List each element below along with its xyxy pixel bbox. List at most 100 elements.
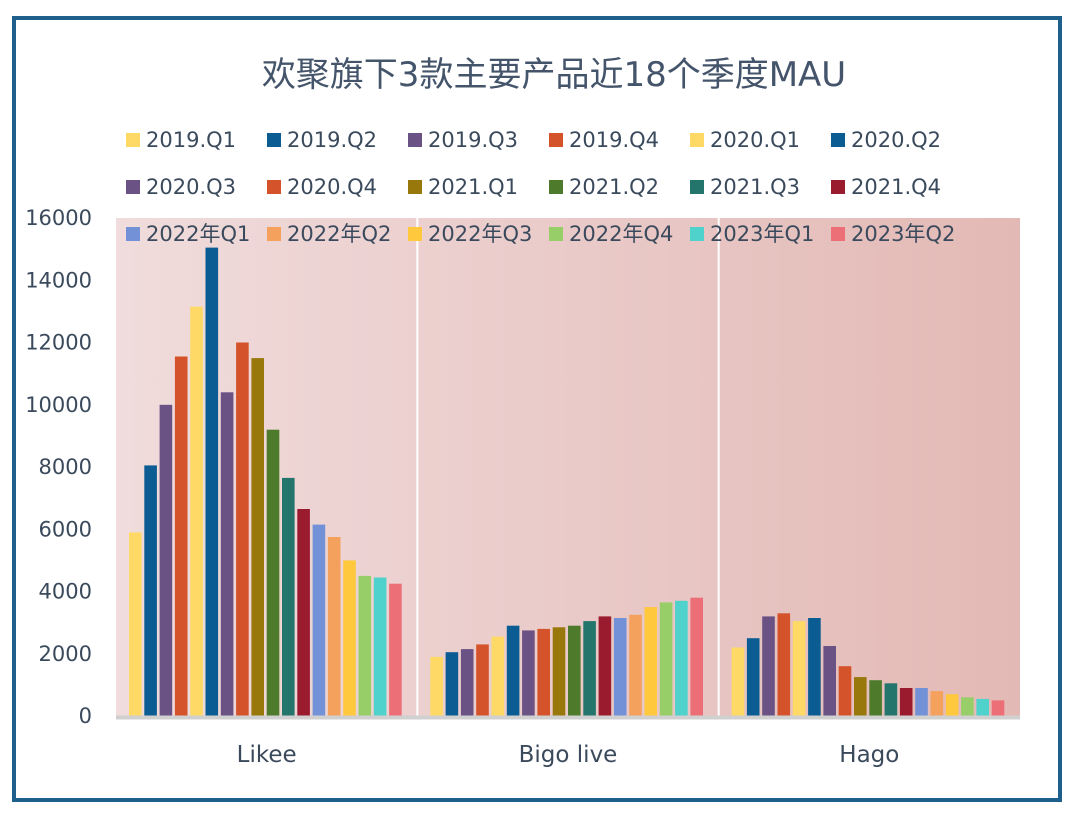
legend-swatch — [408, 133, 422, 147]
bar — [899, 688, 913, 716]
y-tick-label: 2000 — [39, 642, 92, 666]
bar — [327, 537, 341, 716]
legend-label: 2019.Q1 — [146, 128, 236, 152]
bar — [506, 625, 520, 716]
legend-swatch — [408, 180, 422, 194]
legend-label: 2021.Q4 — [851, 175, 941, 199]
chart-frame: 欢聚旗下3款主要产品近18个季度MAU 2019.Q1 2019.Q2 2019.Q… — [12, 16, 1062, 802]
x-tick-label: Likee — [237, 742, 297, 768]
y-tick-label: 0 — [79, 704, 92, 728]
bar — [869, 680, 882, 716]
bar — [312, 524, 326, 716]
bar — [746, 638, 760, 716]
bar — [251, 358, 264, 716]
legend-label: 2020.Q4 — [287, 175, 377, 199]
y-tick-label: 12000 — [25, 331, 92, 355]
bar — [174, 356, 188, 716]
bar — [731, 647, 745, 716]
bar — [445, 652, 459, 716]
legend-swatch — [126, 180, 140, 194]
legend-swatch — [690, 227, 704, 241]
legend-swatch — [549, 227, 563, 241]
legend-swatch — [126, 227, 140, 241]
legend-swatch — [267, 227, 281, 241]
legend-label: 2020.Q2 — [851, 128, 941, 152]
bar — [644, 607, 658, 716]
axes: 0 2000 4000 6000 8000 10000 12000 14000 16000 Lik… — [25, 206, 1020, 768]
legend-label: 2019.Q3 — [428, 128, 518, 152]
legend-label: 2020.Q1 — [710, 128, 800, 152]
plot-area — [116, 218, 1020, 717]
legend-swatch — [831, 133, 845, 147]
y-tick-label: 16000 — [25, 206, 92, 230]
y-tick-label: 10000 — [25, 393, 92, 417]
bar — [159, 404, 173, 717]
bar — [583, 621, 596, 716]
x-tick-label: Bigo live — [519, 742, 618, 768]
bar — [659, 602, 673, 716]
y-tick-label: 14000 — [25, 268, 92, 292]
bar — [552, 627, 566, 716]
legend-label: 2023年Q1 — [710, 222, 814, 246]
legend-label: 2020.Q3 — [146, 175, 236, 199]
bar — [430, 656, 443, 716]
y-tick-label: 4000 — [39, 580, 92, 604]
bar — [190, 306, 203, 716]
bar — [282, 477, 295, 716]
bar — [389, 583, 402, 716]
bar — [537, 628, 550, 716]
bar — [373, 577, 387, 716]
legend-label: 2022年Q2 — [287, 222, 391, 246]
legend-swatch — [408, 227, 422, 241]
bar — [460, 649, 474, 716]
bar — [522, 630, 535, 716]
bar — [792, 621, 806, 716]
bar — [568, 625, 581, 716]
bar — [266, 429, 280, 716]
bar — [762, 616, 775, 716]
bar — [976, 698, 989, 716]
bar — [854, 677, 867, 716]
legend: 2019.Q1 2019.Q2 2019.Q3 2019.Q4 2020.Q1 2020.… — [126, 128, 955, 246]
bar — [823, 646, 836, 716]
bar — [675, 600, 688, 716]
bar — [945, 694, 959, 716]
legend-swatch — [831, 227, 845, 241]
legend-swatch — [549, 133, 563, 147]
bar — [205, 247, 219, 716]
bar — [343, 560, 356, 716]
bar — [358, 575, 372, 716]
bar — [129, 532, 142, 716]
legend-swatch — [126, 133, 140, 147]
legend-swatch — [549, 180, 563, 194]
legend-label: 2023年Q2 — [851, 222, 955, 246]
bar — [236, 342, 249, 716]
legend-swatch — [831, 180, 845, 194]
bar — [476, 644, 489, 716]
y-tick-label: 8000 — [39, 455, 92, 479]
bar — [220, 392, 234, 716]
chart-title: 欢聚旗下3款主要产品近18个季度MAU — [262, 55, 846, 95]
bar — [884, 683, 898, 716]
chart-svg: 欢聚旗下3款主要产品近18个季度MAU 2019.Q1 2019.Q2 2019.Q… — [25, 55, 1020, 768]
bar — [915, 688, 928, 716]
y-tick-label: 6000 — [39, 517, 92, 541]
bar — [629, 614, 642, 716]
legend-label: 2022年Q4 — [569, 222, 673, 246]
legend-swatch — [690, 180, 704, 194]
legend-swatch — [267, 180, 281, 194]
bar — [598, 616, 612, 716]
bar — [144, 465, 157, 716]
bar — [777, 613, 791, 716]
bar — [297, 509, 310, 716]
bar — [991, 700, 1005, 716]
legend-label: 2021.Q1 — [428, 175, 518, 199]
x-tick-label: Hago — [839, 742, 899, 768]
legend-label: 2022年Q3 — [428, 222, 532, 246]
legend-label: 2019.Q4 — [569, 128, 659, 152]
bar — [961, 697, 974, 716]
legend-label: 2019.Q2 — [287, 128, 377, 152]
legend-swatch — [690, 133, 704, 147]
bar — [930, 691, 944, 716]
bar — [690, 597, 703, 716]
